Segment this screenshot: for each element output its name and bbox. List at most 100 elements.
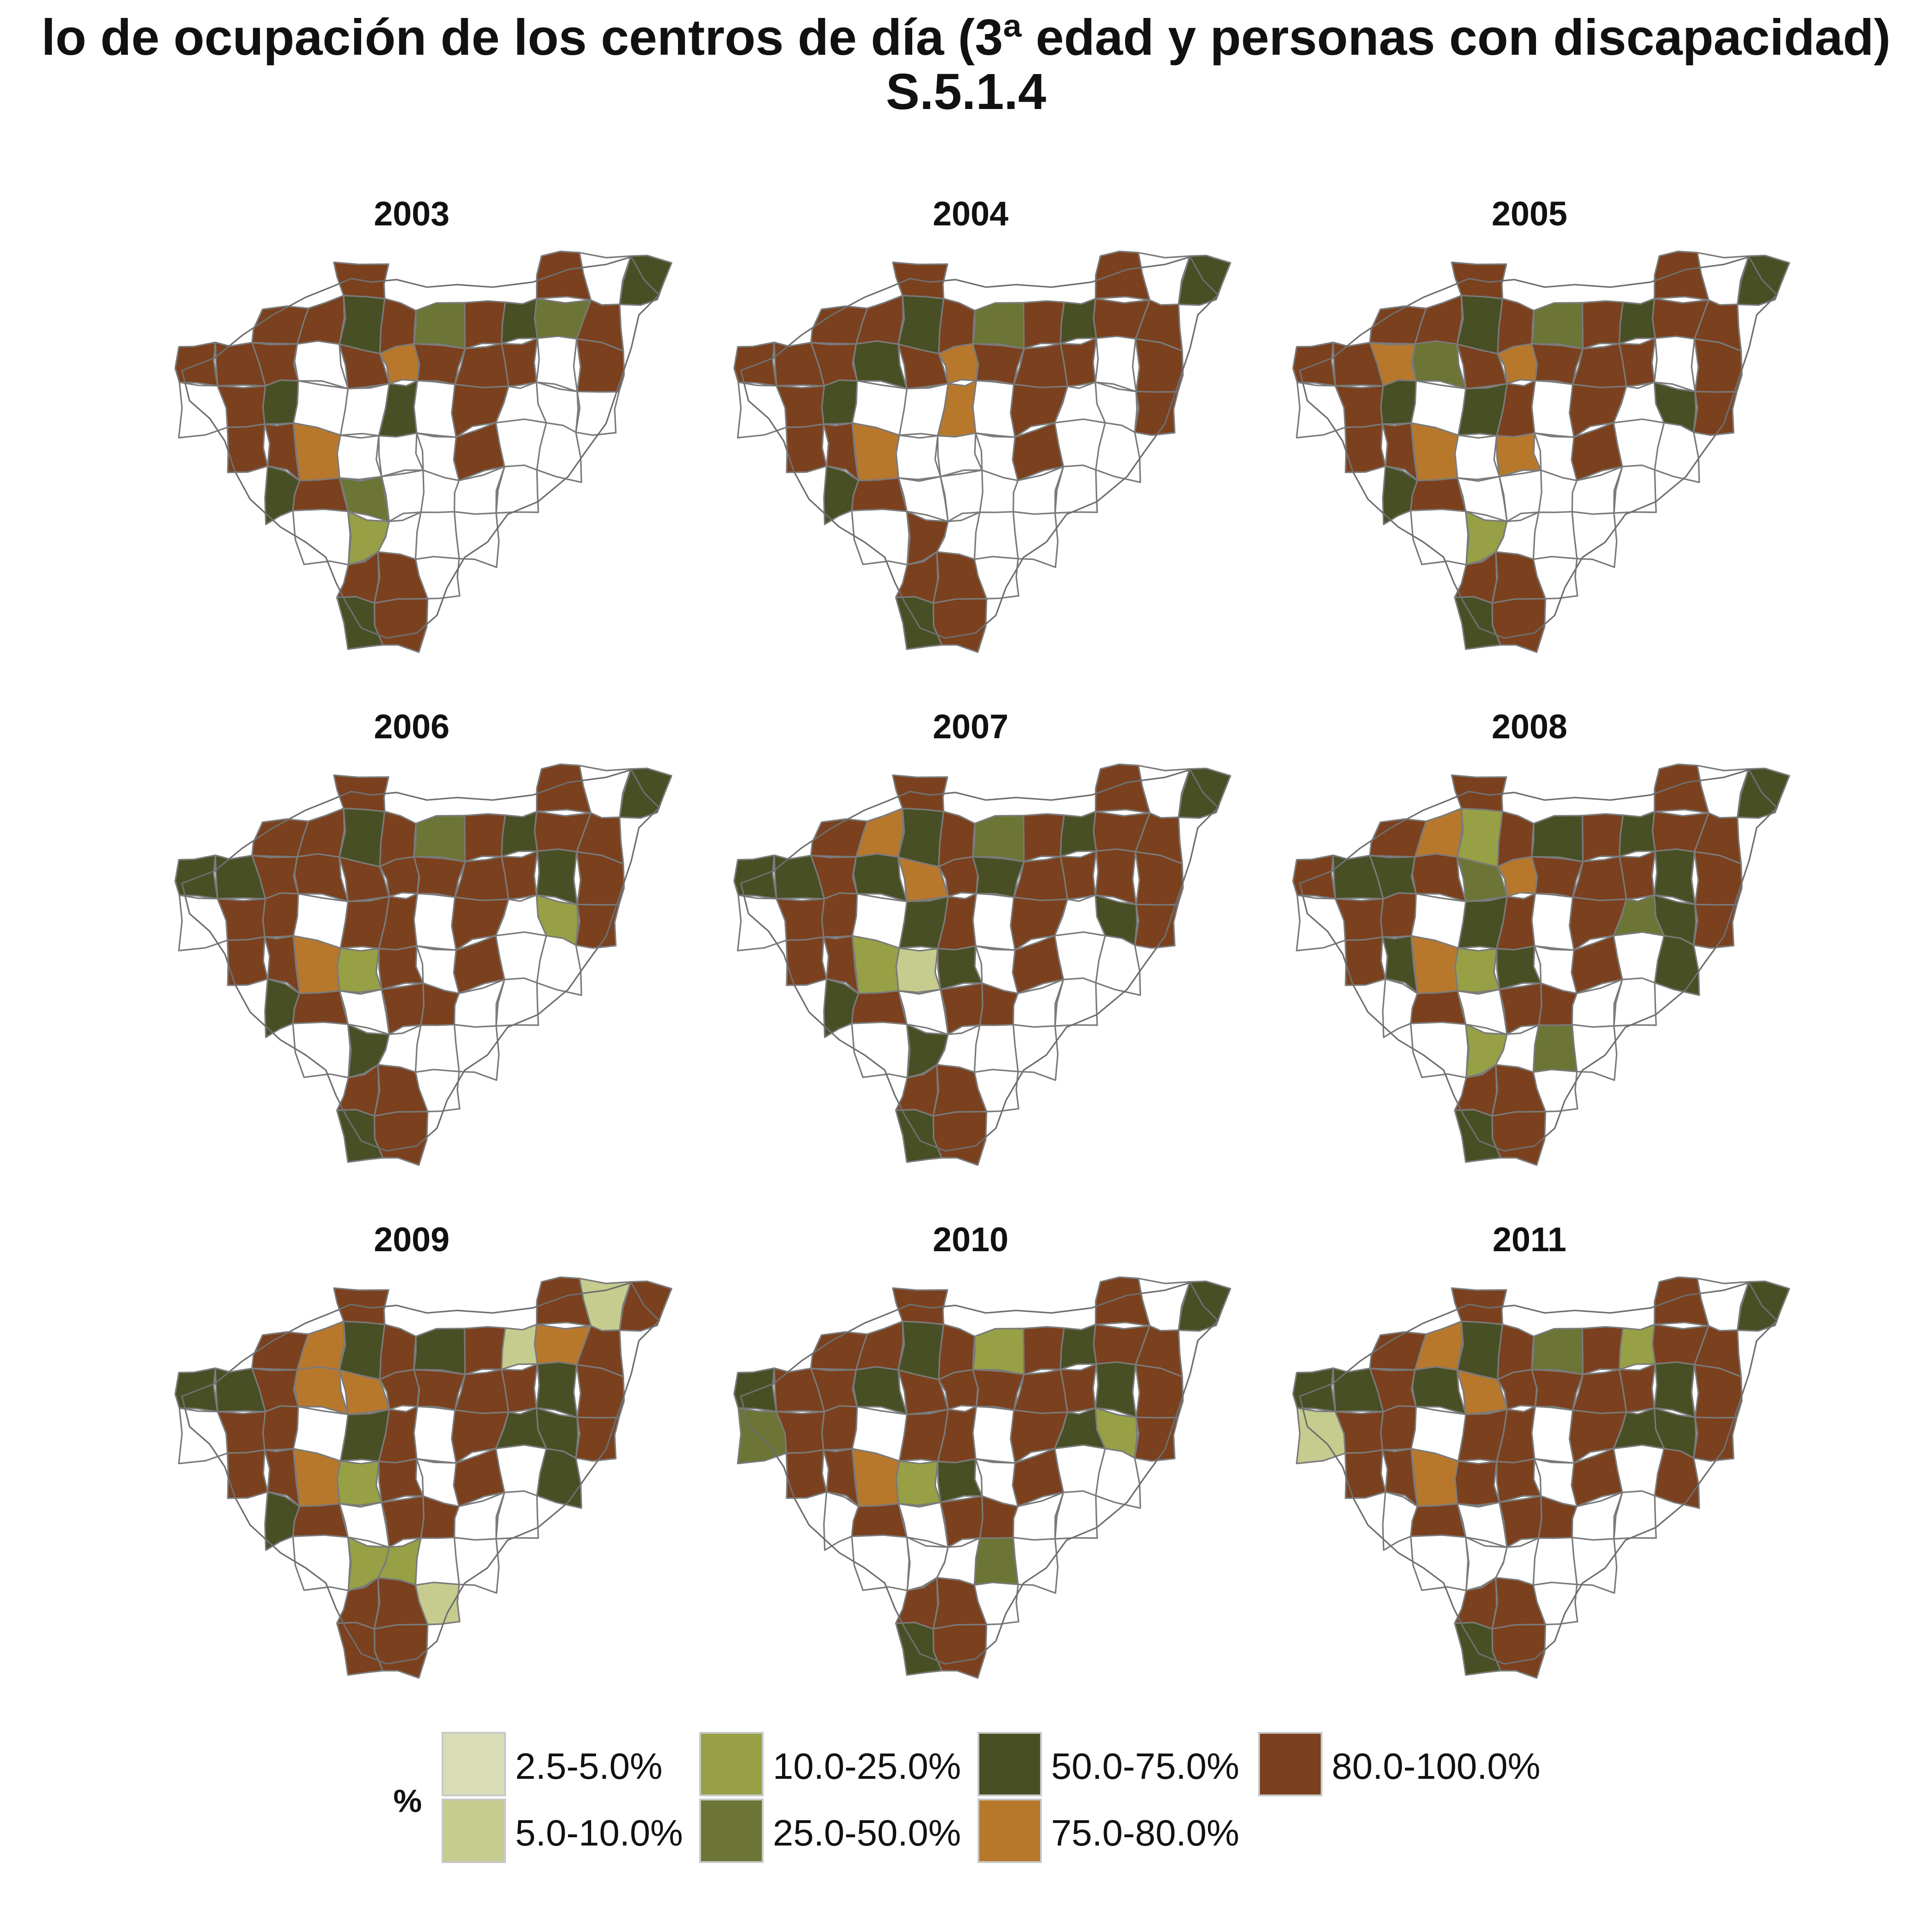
choropleth-map-2005 [1292, 250, 1790, 653]
map-panel-2011: 2011 [1249, 1219, 1810, 1725]
municipality-region [1410, 1534, 1469, 1592]
municipality-region [413, 1328, 468, 1375]
municipality-region [1613, 977, 1657, 1027]
municipality-region [413, 815, 468, 862]
municipality-region [174, 1367, 218, 1413]
panel-title-2011: 2011 [1492, 1220, 1567, 1259]
municipality-region [1581, 813, 1624, 862]
municipality-region [414, 1069, 460, 1113]
municipality-region [897, 807, 944, 868]
municipality-region [374, 1110, 429, 1166]
municipality-region [1094, 1361, 1137, 1418]
municipality-region [937, 945, 983, 990]
municipality-region [174, 854, 218, 900]
legend-swatch [699, 1732, 764, 1796]
municipality-region [1454, 947, 1501, 994]
municipality-region [1454, 434, 1501, 481]
map-panel-2008: 2008 [1249, 706, 1810, 1212]
municipality-region [1054, 977, 1098, 1027]
municipality-region [895, 434, 942, 481]
municipality-region [1059, 337, 1097, 387]
municipality-region [1532, 1069, 1578, 1113]
municipality-region [973, 1024, 1019, 1073]
province-outline [181, 256, 661, 639]
municipality-region [1532, 1581, 1578, 1626]
map-panel-2005: 2005 [1249, 193, 1810, 699]
municipality-region [851, 508, 910, 566]
chart-subtitle-code: S.5.1.4 [886, 63, 1046, 120]
municipality-region [1023, 813, 1065, 862]
municipality-region [500, 850, 538, 900]
legend-label: 75.0-80.0% [1051, 1812, 1240, 1853]
municipality-region [1571, 1536, 1618, 1594]
map-panel-2003: 2003 [131, 193, 692, 699]
province-outline [181, 1282, 661, 1665]
municipality-region [1571, 1024, 1618, 1081]
municipality-region [292, 1503, 349, 1539]
panel-title-2003: 2003 [374, 195, 450, 233]
municipality-region [1654, 935, 1700, 996]
municipality-region [851, 990, 908, 1026]
municipality-region [1532, 1024, 1578, 1073]
municipality-region [895, 947, 942, 994]
municipality-region [296, 807, 345, 861]
municipality-region [414, 556, 460, 600]
municipality-region [897, 294, 944, 355]
municipality-region [973, 511, 1019, 560]
municipality-region [1414, 1320, 1463, 1374]
municipality-region [336, 947, 383, 994]
map-panel-2006: 2006 [131, 706, 692, 1212]
choropleth-map-2008 [1292, 763, 1790, 1166]
municipality-region [1292, 1367, 1336, 1413]
municipality-region [972, 302, 1027, 350]
municipality-region [414, 1581, 460, 1626]
municipality-region [1456, 294, 1503, 355]
legend-swatch [442, 1732, 506, 1796]
legend-label: 2.5-5.0% [515, 1746, 663, 1787]
municipality-region [575, 903, 620, 949]
municipality-region [1410, 508, 1469, 566]
municipality-region [855, 807, 904, 861]
municipality-region [1618, 850, 1656, 900]
municipality-region [1414, 294, 1463, 348]
municipality-region [895, 1460, 942, 1506]
municipality-region [1531, 1328, 1586, 1375]
municipality-region [1491, 598, 1547, 653]
province-outline [1299, 1282, 1778, 1665]
legend-label: 5.0-10.0% [515, 1812, 683, 1853]
province-outline [1299, 256, 1778, 639]
municipality-region [292, 1534, 351, 1592]
panel-title-2007: 2007 [932, 707, 1009, 746]
municipality-region [535, 335, 578, 392]
choropleth-map-2006 [174, 763, 673, 1166]
municipality-region [378, 1458, 424, 1503]
choropleth-map-2007 [733, 763, 1231, 1166]
municipality-region [495, 464, 539, 514]
municipality-region [414, 1024, 460, 1073]
municipality-region [1613, 1490, 1657, 1540]
municipality-region [851, 477, 908, 513]
municipality-region [1410, 477, 1467, 513]
municipality-region [535, 1361, 578, 1418]
legend-title: % [393, 1783, 422, 1819]
municipality-region [1012, 1024, 1059, 1081]
municipality-region [1571, 511, 1618, 568]
municipality-region [500, 337, 538, 387]
legend-swatch [442, 1799, 506, 1863]
municipality-region [414, 1536, 460, 1586]
municipality-region [374, 598, 429, 653]
map-panel-2010: 2010 [690, 1219, 1251, 1725]
municipality-region [973, 1069, 1019, 1113]
municipality-region [495, 977, 539, 1027]
municipality-region [1693, 903, 1738, 949]
municipality-region [1094, 848, 1137, 905]
province-outline [740, 256, 1219, 639]
municipality-region [1495, 945, 1542, 990]
municipality-region [1059, 1363, 1097, 1413]
municipality-region [1054, 1490, 1098, 1540]
municipality-region [1613, 464, 1657, 514]
municipality-region [454, 1536, 500, 1594]
municipality-region [292, 990, 349, 1026]
municipality-region [495, 1490, 539, 1540]
